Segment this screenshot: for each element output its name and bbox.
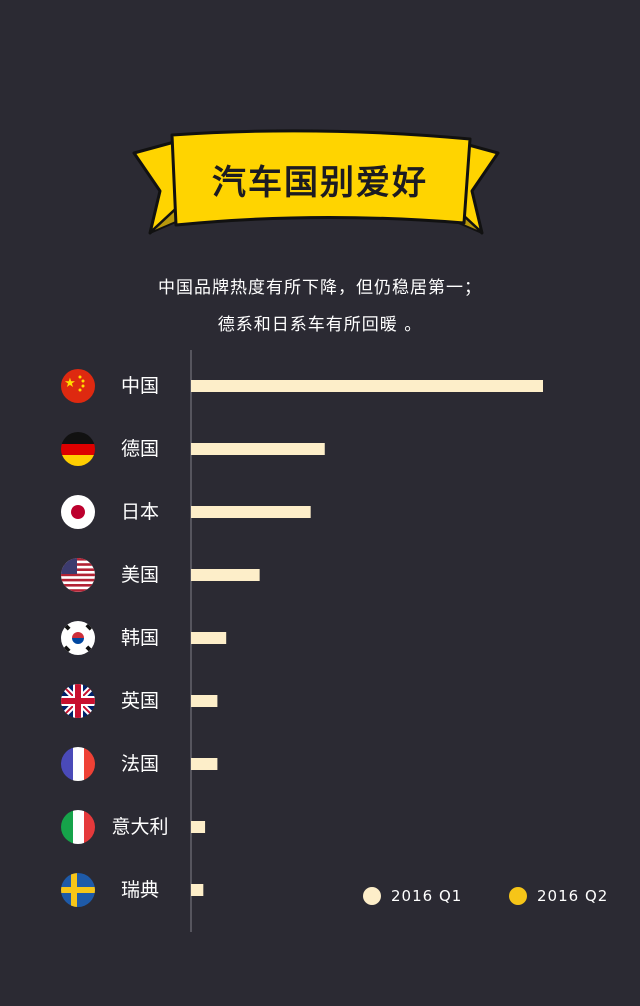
- legend-item-q1: 2016 Q1: [363, 884, 462, 908]
- category-label: 意大利: [111, 816, 168, 838]
- legend-label-q2: 2016 Q2: [537, 887, 609, 905]
- subtitle-line-2: 德系和日系车有所回暖 。: [217, 315, 423, 335]
- bar-q1: [191, 632, 227, 644]
- svg-text:★: ★: [64, 376, 76, 391]
- japan-flag-icon: [61, 495, 95, 529]
- bar-q1: [191, 695, 218, 707]
- korea-flag-icon: [61, 621, 95, 655]
- category-label: 瑞典: [121, 879, 159, 901]
- uk-flag-icon: [61, 684, 95, 718]
- france-flag-icon: [61, 747, 95, 781]
- bar-q1: [191, 758, 218, 770]
- category-label: 法国: [121, 753, 159, 775]
- bar-q1: [191, 821, 206, 833]
- bar-q1: [191, 884, 204, 896]
- category-label: 日本: [121, 501, 159, 523]
- category-label: 韩国: [121, 627, 159, 649]
- usa-flag-icon: [61, 558, 95, 592]
- category-label: 德国: [121, 438, 159, 460]
- bar-q1: [191, 380, 543, 392]
- china-flag-icon: ★: [61, 369, 95, 403]
- legend-label-q1: 2016 Q1: [391, 887, 463, 905]
- category-label: 中国: [121, 375, 159, 397]
- sweden-flag-icon: [61, 873, 95, 907]
- germany-flag-icon: [61, 432, 95, 466]
- legend-item-q2: 2016 Q2: [509, 884, 608, 908]
- legend-swatch-q1: [363, 887, 381, 905]
- title-banner: [132, 129, 500, 235]
- category-label: 英国: [121, 690, 159, 712]
- subtitle-line-1: 中国品牌热度有所下降，但仍稳居第一；: [158, 278, 482, 298]
- legend-swatch-q2: [509, 887, 527, 905]
- italy-flag-icon: [61, 810, 95, 844]
- page-title: 汽车国别爱好: [212, 162, 428, 203]
- category-label: 美国: [121, 564, 159, 586]
- bar-q1: [191, 506, 311, 518]
- bar-q1: [191, 569, 260, 581]
- bar-q1: [191, 443, 325, 455]
